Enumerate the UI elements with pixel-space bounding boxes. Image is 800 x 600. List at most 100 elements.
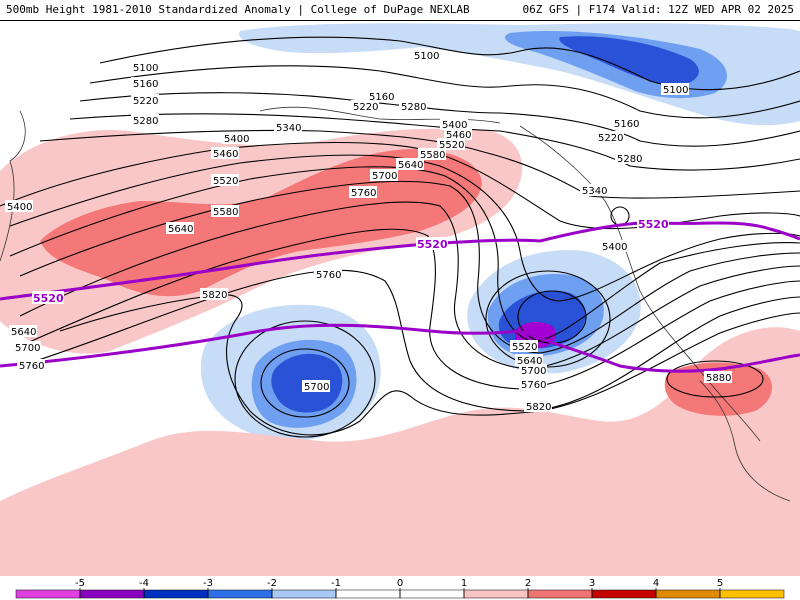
- svg-text:5160: 5160: [614, 119, 639, 130]
- svg-text:5220: 5220: [353, 102, 378, 113]
- coastline-asia: [0, 110, 26, 262]
- svg-text:5520: 5520: [512, 342, 537, 353]
- negative-anomaly-north-strong: [559, 36, 699, 86]
- contour-5340: [39, 129, 800, 199]
- contour-label-5220-a: 5220: [131, 94, 159, 107]
- contour-label-5700-a: 5700: [302, 380, 330, 393]
- legend-tick-label-6: 1: [461, 578, 467, 589]
- contour-label-5100-b: 5100: [412, 49, 440, 62]
- svg-text:5520: 5520: [417, 238, 448, 251]
- contour-label-5100-a: 5100: [131, 61, 159, 74]
- contour-label-5400-c: 5400: [440, 118, 468, 131]
- svg-text:5640: 5640: [11, 327, 36, 338]
- reference-label-center: 5520: [416, 237, 448, 251]
- svg-text:5340: 5340: [582, 186, 607, 197]
- svg-text:5160: 5160: [369, 92, 394, 103]
- closed-low-north: [610, 206, 630, 226]
- contour-labels: 5100 5160 5220 5280 5400 5340 5460 5520 …: [5, 49, 732, 413]
- anomaly-map: 5100 5160 5220 5280 5400 5340 5460 5520 …: [0, 20, 800, 577]
- reference-label-east: 5520: [637, 217, 669, 231]
- svg-text:5700: 5700: [521, 366, 546, 377]
- contour-5100: [99, 36, 800, 91]
- closed-low-pacific-inner: [260, 348, 350, 418]
- contour-label-5760-b: 5760: [17, 359, 45, 372]
- contour-label-5520-c: 5520: [510, 340, 538, 353]
- legend-tick-label-9: 4: [653, 578, 659, 589]
- contour-label-5340-a: 5340: [274, 121, 302, 134]
- positive-anomaly-south: [0, 327, 800, 577]
- legend-bin-0: [15, 589, 81, 599]
- svg-text:5280: 5280: [133, 116, 158, 127]
- svg-text:5520: 5520: [33, 292, 64, 305]
- svg-text:5820: 5820: [526, 402, 551, 413]
- contour-label-5100-c: 5100: [661, 83, 689, 96]
- contour-5700: [19, 228, 800, 390]
- contour-label-5640-c: 5640: [396, 158, 424, 171]
- contour-label-5820-a: 5820: [200, 288, 228, 301]
- svg-text:5760: 5760: [351, 188, 376, 199]
- svg-text:5760: 5760: [316, 270, 341, 281]
- closed-low-pacific-outer: [234, 320, 376, 438]
- svg-text:5160: 5160: [133, 79, 158, 90]
- legend-tick-label-1: -4: [139, 578, 149, 589]
- legend-bin-1: [79, 589, 145, 599]
- contour-5220: [79, 92, 800, 147]
- legend-tick-label-3: -2: [267, 578, 277, 589]
- svg-text:5400: 5400: [7, 202, 32, 213]
- contour-label-5160-c: 5160: [612, 117, 640, 130]
- legend-bin-5: [335, 589, 401, 599]
- svg-text:5640: 5640: [398, 160, 423, 171]
- svg-text:5700: 5700: [15, 343, 40, 354]
- svg-text:5460: 5460: [213, 149, 238, 160]
- legend-tick-label-2: -3: [203, 578, 213, 589]
- color-scale-legend: -5 -4 -3 -2 -1 0 1 2 3 4 5: [0, 576, 800, 600]
- svg-text:5700: 5700: [304, 382, 329, 393]
- contour-label-5760-d: 5760: [519, 378, 547, 391]
- contour-label-5280-b: 5280: [399, 100, 427, 113]
- contour-label-5160-b: 5160: [367, 90, 395, 103]
- contour-label-5700-d: 5700: [519, 364, 547, 377]
- contour-label-5220-b: 5220: [351, 100, 379, 113]
- contour-5160: [89, 65, 800, 119]
- svg-text:5460: 5460: [446, 130, 471, 141]
- reference-label-west: 5520: [32, 291, 64, 305]
- closed-low-coast-outer: [485, 270, 611, 368]
- contour-label-5220-c: 5220: [596, 131, 624, 144]
- model-valid-time: 06Z GFS | F174 Valid: 12Z WED APR 02 202…: [522, 3, 794, 16]
- svg-text:5400: 5400: [442, 120, 467, 131]
- height-contours: [0, 36, 800, 438]
- svg-text:5880: 5880: [706, 373, 731, 384]
- contour-label-5760-a: 5760: [314, 268, 342, 281]
- map-canvas: 5100 5160 5220 5280 5400 5340 5460 5520 …: [0, 23, 800, 577]
- legend-bin-7: [463, 589, 529, 599]
- legend-tick-label-7: 2: [525, 578, 531, 589]
- svg-text:5220: 5220: [598, 133, 623, 144]
- contour-label-5700-b: 5700: [13, 341, 41, 354]
- contour-label-5340-b: 5340: [580, 184, 608, 197]
- svg-text:5400: 5400: [224, 134, 249, 145]
- svg-text:5520: 5520: [439, 140, 464, 151]
- contour-label-5820-b: 5820: [524, 400, 552, 413]
- contour-label-5640-a: 5640: [166, 222, 194, 235]
- contour-label-5460-b: 5460: [444, 128, 472, 141]
- svg-text:5760: 5760: [19, 361, 44, 372]
- contour-label-5400-d: 5400: [600, 240, 628, 253]
- legend-bin-3: [207, 589, 273, 599]
- contour-5280: [69, 113, 800, 171]
- contour-label-5520-b: 5520: [437, 138, 465, 151]
- reference-contour-labels: 5520 5520 5520: [32, 217, 669, 305]
- svg-text:5580: 5580: [420, 150, 445, 161]
- svg-text:5100: 5100: [133, 63, 158, 74]
- closed-high-southeast: [666, 360, 764, 398]
- contour-label-5640-d: 5640: [515, 354, 543, 367]
- contour-5400: [0, 141, 800, 230]
- contour-label-5880: 5880: [704, 371, 732, 384]
- svg-text:5400: 5400: [602, 242, 627, 253]
- contour-5640: [19, 201, 800, 370]
- legend-bin-10: [655, 589, 721, 599]
- svg-text:5700: 5700: [372, 171, 397, 182]
- legend-tick-label-10: 5: [717, 578, 723, 589]
- legend-tick-label-4: -1: [331, 578, 341, 589]
- legend-ticks: -5 -4 -3 -2 -1 0 1 2 3 4 5: [75, 578, 723, 598]
- reference-5520-line: [0, 221, 800, 301]
